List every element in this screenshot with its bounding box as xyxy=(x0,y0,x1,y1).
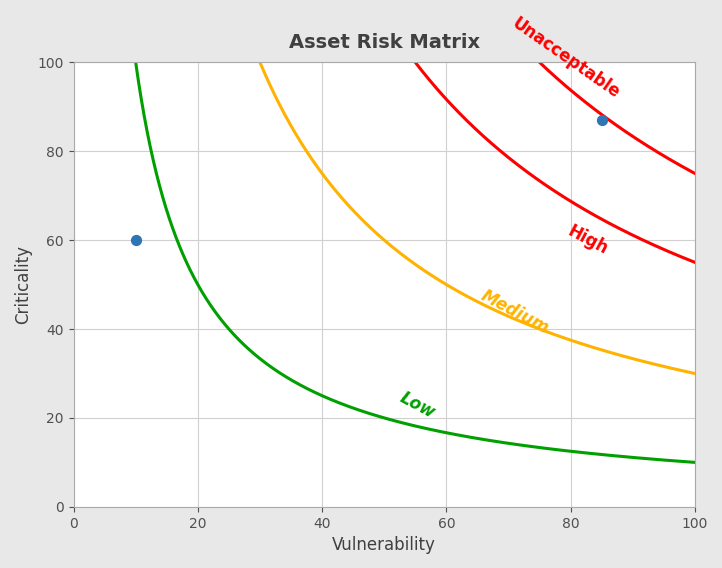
Title: Asset Risk Matrix: Asset Risk Matrix xyxy=(289,34,480,52)
Text: High: High xyxy=(565,222,611,258)
Point xyxy=(130,236,142,245)
Text: Unacceptable: Unacceptable xyxy=(508,15,623,102)
Y-axis label: Criticality: Criticality xyxy=(14,245,32,324)
Text: Low: Low xyxy=(396,389,438,423)
Point xyxy=(596,115,607,124)
X-axis label: Vulnerability: Vulnerability xyxy=(332,536,436,554)
Text: Medium: Medium xyxy=(477,287,552,338)
